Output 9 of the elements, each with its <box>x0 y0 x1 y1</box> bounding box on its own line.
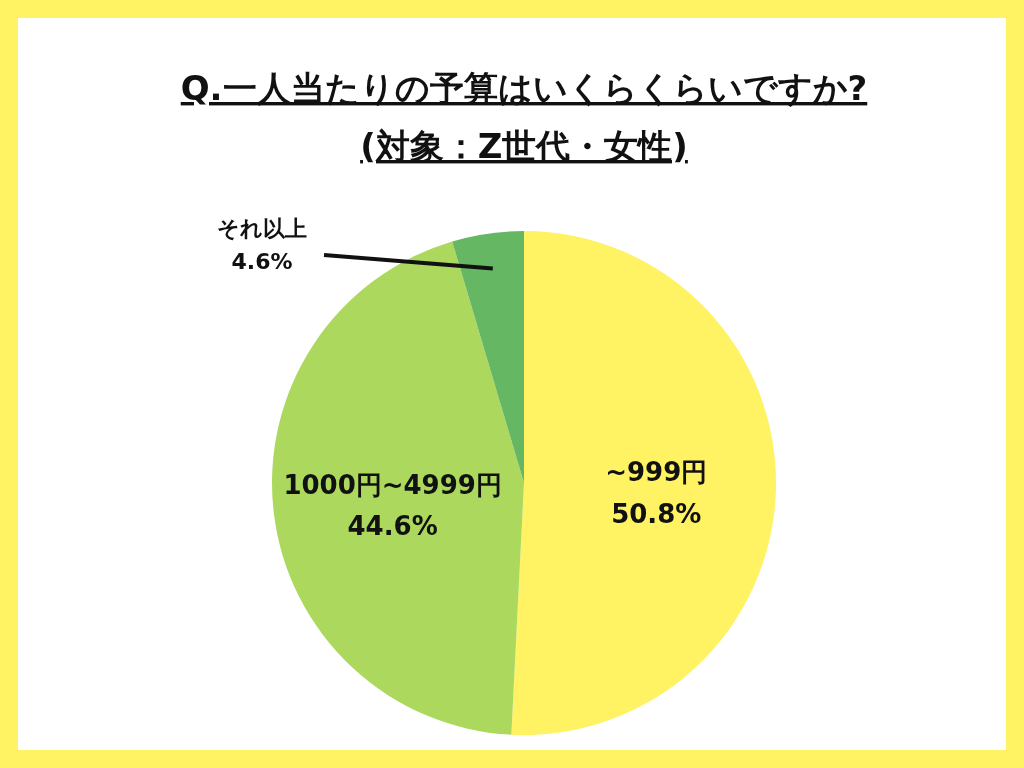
slice-label: 1000円~4999円 <box>283 469 502 500</box>
chart-title: Q.一人当たりの予算はいくらくらいですか? <box>180 68 868 108</box>
slice-label: それ以上 <box>217 216 307 241</box>
data-label: 44.6% <box>347 511 438 542</box>
data-label: 4.6% <box>231 249 293 274</box>
slice-label: ~999円 <box>605 457 708 488</box>
pie-slice <box>511 231 776 735</box>
chart-subtitle: (対象：Z世代・女性) <box>360 126 688 166</box>
data-label: 50.8% <box>611 498 702 529</box>
